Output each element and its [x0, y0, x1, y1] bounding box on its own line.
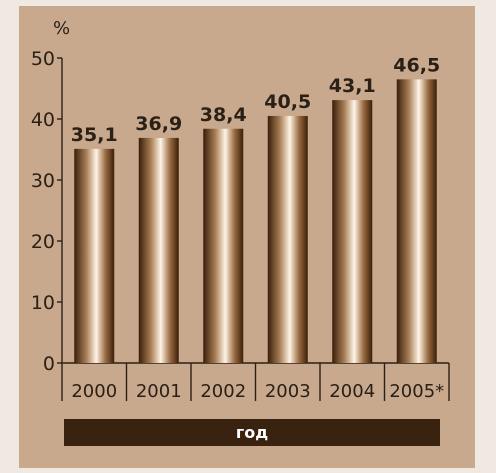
- y-tick-label: 30: [31, 170, 55, 192]
- bar: [138, 137, 179, 363]
- x-axis-title: год: [235, 423, 269, 442]
- x-category-label: 2000: [71, 381, 117, 402]
- data-label: 43,1: [329, 75, 376, 97]
- x-category-label: 2001: [136, 381, 182, 402]
- data-label: 38,4: [200, 104, 247, 126]
- x-axis-title-bar: год: [64, 419, 440, 446]
- bar: [74, 148, 115, 363]
- data-labels: 35,1 36,9 38,4 40,5 43,1 46,5: [71, 54, 440, 146]
- bars: [74, 79, 437, 363]
- y-tick-label: 20: [31, 231, 55, 253]
- y-ticks: 0 10 20 30 40 50: [31, 48, 62, 375]
- data-label: 36,9: [135, 113, 182, 135]
- data-label: 35,1: [71, 124, 118, 146]
- x-category-label: 2003: [265, 381, 311, 402]
- bar: [396, 79, 437, 363]
- x-category-label: 2005*: [389, 381, 444, 402]
- x-labels: 2000 2001 2002 2003 2004 2005*: [71, 381, 444, 402]
- axes: [61, 58, 450, 401]
- y-tick-label: 50: [31, 48, 55, 70]
- y-tick-label: 10: [31, 292, 55, 314]
- x-category-label: 2002: [200, 381, 246, 402]
- chart-panel: % 0 10 20 30 40 50 35,1 36,9 38,4 40,5 43,1 46,5 2…: [19, 6, 475, 468]
- x-category-label: 2004: [329, 381, 375, 402]
- bar: [203, 128, 244, 363]
- bar: [332, 100, 373, 363]
- data-label: 46,5: [393, 54, 440, 76]
- bar-chart: % 0 10 20 30 40 50 35,1 36,9 38,4 40,5 43,1 46,5 2…: [31, 18, 450, 402]
- bar: [267, 115, 308, 363]
- y-tick-label: 40: [31, 109, 55, 131]
- data-label: 40,5: [264, 91, 311, 113]
- y-tick-label: 0: [43, 353, 55, 375]
- y-unit-label: %: [53, 18, 70, 39]
